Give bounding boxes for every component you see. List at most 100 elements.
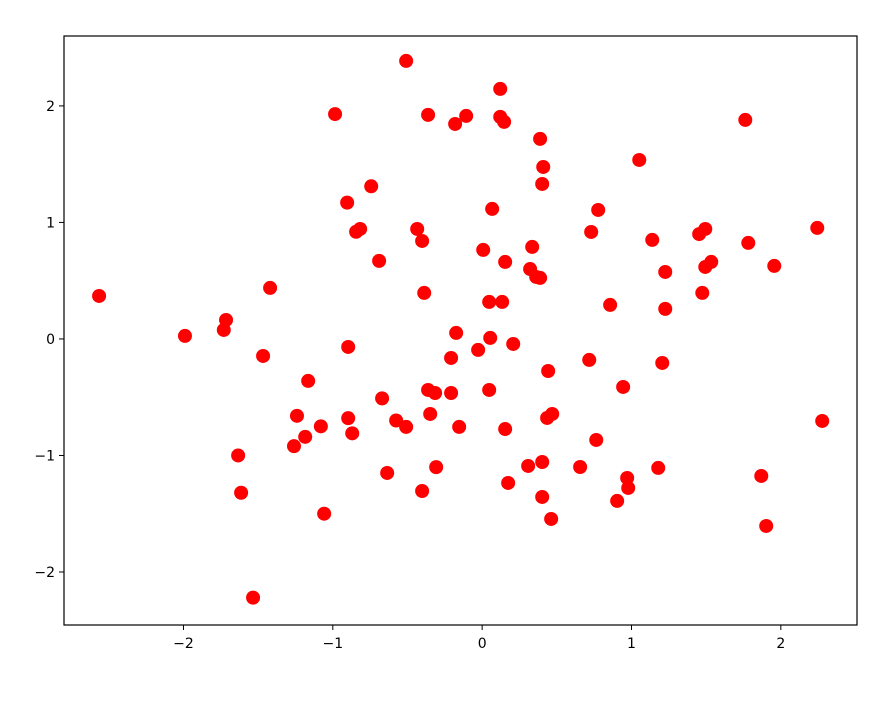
- data-point: [521, 458, 536, 473]
- data-point: [444, 350, 459, 365]
- data-point: [289, 408, 304, 423]
- x-tick-label: 1: [627, 636, 636, 652]
- data-point: [533, 131, 548, 146]
- data-point: [482, 382, 497, 397]
- y-tick-label: 2: [46, 99, 55, 115]
- data-point: [610, 493, 625, 508]
- data-point: [231, 448, 246, 463]
- data-point: [506, 336, 521, 351]
- x-tick-label: 0: [478, 636, 487, 652]
- data-point: [410, 221, 425, 236]
- points-layer: [92, 53, 830, 605]
- data-point: [476, 242, 491, 257]
- data-point: [535, 454, 550, 469]
- data-point: [429, 460, 444, 475]
- data-point: [340, 195, 355, 210]
- x-tick-label: −1: [322, 636, 343, 652]
- data-point: [375, 391, 390, 406]
- data-point: [364, 179, 379, 194]
- data-point: [573, 460, 588, 475]
- data-point: [754, 468, 769, 483]
- data-point: [448, 116, 463, 131]
- data-point: [591, 202, 606, 217]
- y-tick-label: 0: [46, 332, 55, 348]
- data-point: [328, 107, 343, 122]
- data-point: [645, 232, 660, 247]
- data-point: [399, 419, 414, 434]
- data-point: [495, 294, 510, 309]
- data-point: [345, 426, 360, 441]
- x-axis: −2 −1 0 1 2: [173, 625, 785, 652]
- data-point: [493, 81, 508, 96]
- data-point: [444, 386, 459, 401]
- data-point: [317, 506, 332, 521]
- data-point: [632, 152, 647, 167]
- data-point: [459, 108, 474, 123]
- data-point: [415, 484, 430, 499]
- data-point: [658, 264, 673, 279]
- data-point: [584, 224, 599, 239]
- data-point: [810, 220, 825, 235]
- data-point: [263, 280, 278, 295]
- data-point: [301, 373, 316, 388]
- data-point: [353, 221, 368, 236]
- data-point: [767, 258, 782, 273]
- data-point: [544, 511, 559, 526]
- data-point: [535, 489, 550, 504]
- data-point: [815, 413, 830, 428]
- data-point: [421, 107, 436, 122]
- data-point: [380, 465, 395, 480]
- y-axis: −2 −1 0 1 2: [34, 99, 64, 581]
- data-point: [541, 363, 556, 378]
- data-point: [428, 386, 443, 401]
- data-point: [483, 330, 498, 345]
- data-point: [92, 288, 107, 303]
- data-point: [738, 112, 753, 127]
- data-point: [341, 339, 356, 354]
- data-point: [616, 379, 631, 394]
- data-point: [704, 254, 719, 269]
- data-point: [655, 355, 670, 370]
- data-point: [545, 406, 560, 421]
- data-point: [498, 254, 513, 269]
- data-point: [286, 439, 301, 454]
- data-point: [621, 480, 636, 495]
- data-point: [582, 352, 597, 367]
- data-point: [497, 114, 512, 129]
- data-point: [234, 485, 249, 500]
- y-tick-label: −2: [34, 565, 55, 581]
- data-point: [246, 590, 261, 605]
- data-point: [415, 233, 430, 248]
- data-point: [423, 406, 438, 421]
- data-point: [533, 270, 548, 285]
- data-point: [658, 301, 673, 316]
- data-point: [759, 518, 774, 533]
- data-point: [695, 285, 710, 300]
- data-point: [603, 297, 618, 312]
- data-point: [698, 221, 713, 236]
- data-point: [449, 325, 464, 340]
- data-point: [651, 460, 666, 475]
- x-tick-label: 2: [776, 636, 785, 652]
- data-point: [313, 419, 328, 434]
- data-point: [372, 253, 387, 268]
- data-point: [417, 285, 432, 300]
- data-point: [589, 432, 604, 447]
- data-point: [452, 419, 467, 434]
- x-tick-label: −2: [173, 636, 194, 652]
- data-point: [485, 201, 500, 216]
- data-point: [741, 235, 756, 250]
- data-point: [482, 294, 497, 309]
- y-tick-label: 1: [46, 215, 55, 231]
- data-point: [177, 328, 192, 343]
- data-point: [536, 159, 551, 174]
- data-point: [471, 342, 486, 357]
- data-point: [216, 322, 231, 337]
- data-point: [535, 176, 550, 191]
- data-point: [498, 422, 513, 437]
- plot-frame: [63, 35, 858, 626]
- data-point: [389, 413, 404, 428]
- data-point: [501, 475, 516, 490]
- data-point: [525, 239, 540, 254]
